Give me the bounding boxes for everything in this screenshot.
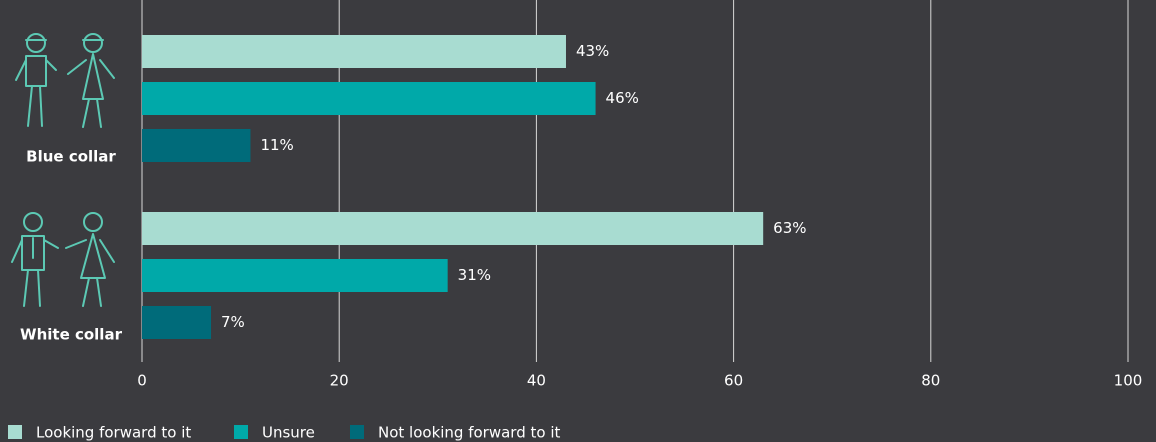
bar	[142, 35, 566, 68]
blue-collar-icon	[15, 33, 115, 128]
value-label: 43%	[576, 42, 609, 60]
value-label: 11%	[260, 136, 293, 154]
legend-label: Unsure	[262, 424, 315, 442]
x-tick-label: 80	[921, 372, 940, 390]
legend-label: Looking forward to it	[36, 424, 191, 442]
x-tick-label: 60	[724, 372, 743, 390]
legend-swatch	[350, 425, 364, 439]
legend-swatch	[8, 425, 22, 439]
bar	[142, 129, 251, 162]
x-tick-label: 20	[330, 372, 349, 390]
legend-swatch	[234, 425, 248, 439]
value-label: 46%	[606, 89, 639, 107]
bar	[142, 82, 596, 115]
value-label: 63%	[773, 219, 806, 237]
bar	[142, 259, 448, 292]
x-tick-label: 0	[137, 372, 147, 390]
category-label: Blue collar	[26, 148, 116, 166]
bar	[142, 306, 212, 339]
legend-label: Not looking forward to it	[378, 424, 560, 442]
bar	[142, 212, 764, 245]
value-label: 31%	[458, 266, 491, 284]
x-tick-label: 100	[1114, 372, 1143, 390]
value-label: 7%	[221, 313, 245, 331]
category-label: White collar	[20, 326, 123, 344]
x-tick-label: 40	[527, 372, 546, 390]
white-collar-icon	[11, 212, 115, 307]
